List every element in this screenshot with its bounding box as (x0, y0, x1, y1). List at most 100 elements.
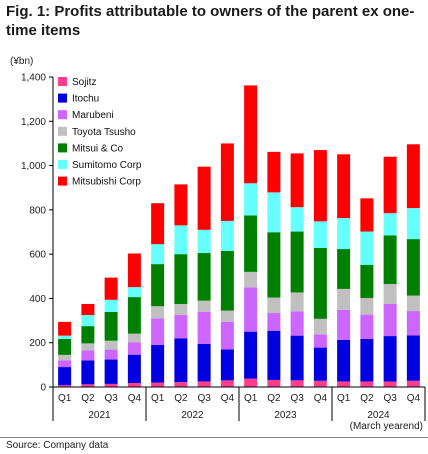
bar-segment (151, 344, 165, 383)
bar-segment (58, 338, 72, 355)
bar-segment (58, 385, 72, 387)
bar-segment (313, 347, 327, 381)
bar-segment (244, 271, 258, 288)
bar-segment (244, 215, 258, 272)
bar-segment (58, 360, 72, 368)
legend-swatch (58, 176, 67, 186)
x-tick-label: Q4 (314, 393, 328, 404)
bar-segment (383, 235, 397, 285)
bar-segment (58, 321, 72, 336)
bar-segment (360, 264, 374, 298)
bar-segment (290, 231, 304, 293)
bar-segment (290, 207, 304, 232)
bar-segment (81, 343, 95, 351)
legend-label: Sumitomo Corp (72, 160, 142, 171)
bar-segment (220, 380, 234, 387)
bar-segment (244, 183, 258, 216)
bar-segment (267, 151, 281, 193)
y-tick-label: 600 (29, 250, 46, 261)
legend-item: Mitsui & Co (58, 143, 124, 154)
bar-stack (290, 153, 304, 387)
bar-segment (337, 309, 351, 340)
y-tick-label: 800 (29, 205, 46, 216)
bar-stacks (58, 85, 420, 387)
bar-segment (337, 288, 351, 310)
bar-segment (174, 184, 188, 226)
legend-swatch (58, 143, 67, 153)
x-tick-label: Q1 (244, 393, 258, 404)
legend-swatch (58, 77, 67, 86)
bar-segment (197, 300, 211, 312)
x-axis-ticks: Q1 Q2 Q3 Q4 Q1 Q2 Q3 Q4 Q1 Q2 Q3 Q4 Q1 Q2 Q3 Q4 2021 2022… (52, 387, 426, 432)
legend-item: Sojitz (58, 77, 96, 88)
bar-segment (313, 150, 327, 222)
bar-stack (383, 156, 397, 387)
bar-segment (174, 225, 188, 255)
bar-segment (244, 287, 258, 332)
legend-swatch (58, 93, 67, 103)
x-tick-label: Q1 (337, 393, 351, 404)
bar-segment (337, 249, 351, 289)
bar-segment (360, 198, 374, 232)
bar-segment (104, 359, 118, 384)
bar-segment (290, 380, 304, 387)
y-tick-label: 200 (29, 338, 46, 349)
bar-segment (174, 382, 188, 387)
x-axis-title: (March yearend) (350, 421, 423, 432)
bar-segment (406, 208, 420, 240)
bar-stack (81, 303, 95, 387)
bar-segment (360, 314, 374, 339)
bar-segment (360, 381, 374, 387)
bar-stack (313, 150, 327, 387)
y-tick-label: 400 (29, 294, 46, 305)
bar-segment (220, 310, 234, 322)
bar-segment (337, 154, 351, 219)
legend-item: Sumitomo Corp (58, 160, 142, 171)
bar-segment (267, 192, 281, 233)
y-tick-label: 0 (40, 383, 46, 394)
bar-segment (127, 383, 141, 387)
bar-segment (290, 292, 304, 312)
bar-segment (244, 85, 258, 184)
bar-segment (267, 313, 281, 331)
bar-segment (197, 253, 211, 301)
bar-segment (313, 334, 327, 348)
bar-segment (81, 350, 95, 361)
bar-segment (174, 254, 188, 304)
bar-segment (406, 311, 420, 336)
bar-segment (151, 318, 165, 345)
bar-segment (58, 354, 72, 361)
bar-segment (81, 360, 95, 385)
bar-stack (244, 85, 258, 387)
bar-segment (197, 311, 211, 344)
bar-segment (174, 315, 188, 339)
bar-segment (290, 311, 304, 336)
legend-label: Mitsubishi Corp (72, 177, 141, 188)
bar-segment (220, 220, 234, 251)
bar-segment (406, 335, 420, 381)
x-tick-label: Q2 (81, 393, 95, 404)
bar-stack (174, 184, 188, 387)
bar-segment (383, 303, 397, 337)
legend-label: Itochu (72, 94, 99, 105)
legend-swatch (58, 126, 67, 136)
bar-stack (151, 203, 165, 387)
bar-segment (360, 338, 374, 382)
bar-segment (406, 239, 420, 296)
bar-segment (174, 338, 188, 383)
legend-label: Marubeni (72, 110, 114, 121)
bar-stack (406, 144, 420, 387)
bar-segment (104, 277, 118, 300)
legend-swatch (58, 160, 67, 169)
year-label: 2022 (181, 410, 204, 421)
bar-segment (104, 311, 118, 341)
bar-segment (313, 318, 327, 335)
y-tick-label: 1,000 (21, 161, 46, 172)
bar-segment (197, 166, 211, 230)
bar-segment (337, 381, 351, 387)
legend-item: Toyota Tsusho (58, 126, 136, 138)
y-tick-label: 1,400 (21, 73, 46, 84)
bar-segment (151, 264, 165, 307)
legend-label: Sojitz (72, 77, 96, 88)
